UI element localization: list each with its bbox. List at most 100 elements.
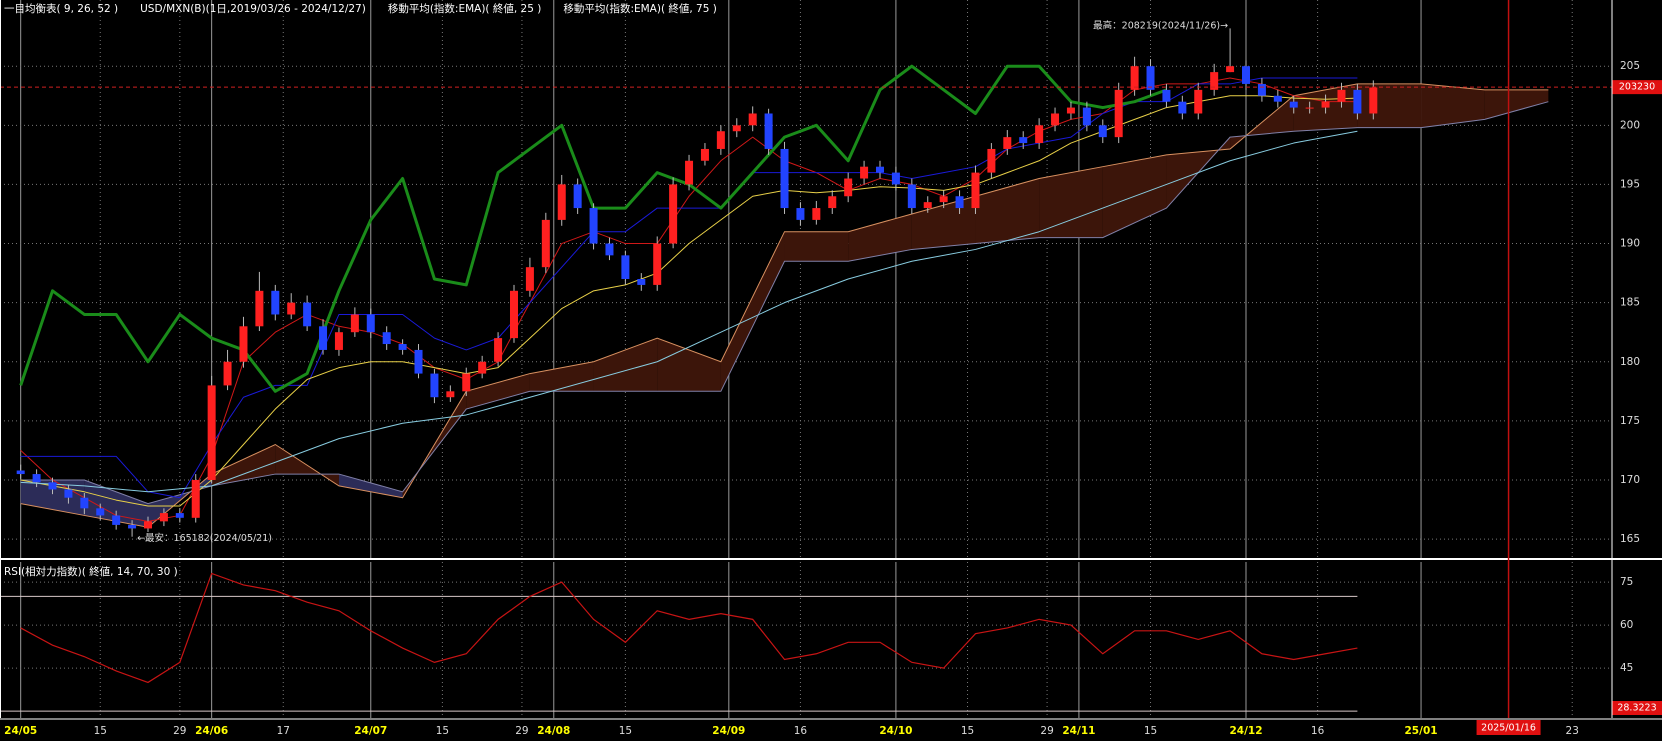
candle-body bbox=[16, 470, 25, 475]
x-tick-label: 15 bbox=[94, 725, 107, 737]
candle-body bbox=[366, 314, 375, 333]
candle-body bbox=[637, 279, 646, 285]
x-tick-label: 15 bbox=[436, 725, 449, 737]
candle-body bbox=[175, 513, 184, 518]
x-tick-label: 23 bbox=[1566, 725, 1579, 737]
candle-body bbox=[319, 326, 328, 350]
y-tick-label: 195 bbox=[1620, 178, 1640, 190]
candle-body bbox=[605, 243, 614, 256]
candle-body bbox=[1321, 101, 1330, 108]
candle-body bbox=[446, 391, 455, 398]
candle-body bbox=[128, 524, 137, 529]
y-tick-label: 75 bbox=[1620, 576, 1633, 588]
candle-body bbox=[1082, 107, 1091, 126]
date-marker-box bbox=[1476, 720, 1541, 735]
x-tick-label: 24/09 bbox=[712, 725, 745, 737]
cloud-segment bbox=[211, 444, 276, 486]
candle-body bbox=[1289, 101, 1298, 108]
candle-body bbox=[48, 482, 57, 490]
x-tick-label: 25/01 bbox=[1405, 725, 1438, 737]
cloud-span-line bbox=[20, 101, 1549, 505]
candle-body bbox=[303, 302, 312, 327]
y-tick-label: 45 bbox=[1620, 662, 1633, 674]
x-tick-label: 16 bbox=[1311, 725, 1325, 737]
candle-body bbox=[557, 184, 566, 220]
x-tick-label: 29 bbox=[173, 725, 186, 737]
cloud-segment bbox=[1039, 166, 1103, 238]
cloud-segment bbox=[338, 474, 403, 498]
candle-body bbox=[287, 302, 296, 315]
y-tick-label: 185 bbox=[1620, 297, 1640, 309]
candle-body bbox=[1146, 66, 1155, 90]
rsi-line bbox=[20, 572, 1358, 684]
candle-body bbox=[844, 178, 853, 197]
x-tick-label: 16 bbox=[794, 725, 808, 737]
high-annotation: 最高：208219(2024/11/26)→ bbox=[1093, 20, 1228, 32]
indicator-title: 移動平均(指数:EMA)( 終値, 75 ) bbox=[563, 2, 717, 15]
candle-body bbox=[143, 521, 152, 529]
y-tick-label: 60 bbox=[1620, 619, 1633, 631]
indicator-title: 移動平均(指数:EMA)( 終値, 25 ) bbox=[388, 2, 542, 15]
candle-body bbox=[159, 513, 168, 522]
candle-body bbox=[509, 290, 518, 339]
cloud-segment bbox=[1484, 89, 1549, 120]
candle-body bbox=[207, 385, 216, 480]
y-tick-label: 175 bbox=[1620, 415, 1640, 427]
candle-body bbox=[987, 148, 996, 173]
candle-body bbox=[1273, 95, 1282, 102]
candle-body bbox=[462, 373, 471, 392]
candle-body bbox=[382, 332, 391, 345]
x-tick-label: 15 bbox=[961, 725, 974, 737]
candle-body bbox=[398, 344, 407, 350]
y-tick-label: 200 bbox=[1620, 119, 1640, 131]
candle-body bbox=[1019, 137, 1028, 144]
low-annotation: ←最安：165182(2024/05/21) bbox=[137, 532, 272, 544]
x-tick-label: 15 bbox=[1144, 725, 1157, 737]
candle-body bbox=[1369, 87, 1378, 114]
x-tick-label: 24/10 bbox=[879, 725, 912, 737]
x-tick-label: 17 bbox=[277, 725, 290, 737]
x-tick-label: 29 bbox=[1040, 725, 1053, 737]
candle-body bbox=[1162, 89, 1171, 102]
candle-body bbox=[430, 373, 439, 398]
candle-body bbox=[1178, 101, 1187, 114]
candle-body bbox=[860, 166, 869, 179]
x-tick-label: 24/07 bbox=[354, 725, 387, 737]
candle-body bbox=[255, 290, 264, 327]
indicator-title: USD/MXN(B)(1日,2019/03/26 - 2024/12/27) bbox=[140, 3, 366, 15]
candle-body bbox=[891, 172, 900, 185]
candle-body bbox=[1257, 83, 1266, 96]
cloud-segment bbox=[720, 231, 785, 392]
candle-body bbox=[589, 208, 598, 244]
indicator-line bbox=[20, 95, 1358, 507]
candle-body bbox=[271, 290, 280, 315]
last-price-box bbox=[1612, 80, 1662, 95]
rsi-title: RSI(相対力指数)( 終値, 14, 70, 30 ) bbox=[4, 565, 178, 578]
candle-body bbox=[1241, 66, 1250, 84]
x-tick-label: 24/05 bbox=[4, 725, 37, 737]
x-tick-label: 24/06 bbox=[195, 725, 228, 737]
cloud-segment bbox=[848, 213, 912, 262]
candle-body bbox=[96, 508, 105, 516]
candle-body bbox=[1226, 66, 1235, 73]
cloud-segment bbox=[1357, 83, 1422, 128]
candle-body bbox=[939, 196, 948, 203]
x-tick-label: 24/11 bbox=[1062, 725, 1095, 737]
candle-body bbox=[64, 489, 73, 498]
candle-body bbox=[764, 113, 773, 149]
candle-body bbox=[732, 125, 741, 132]
candle-body bbox=[1066, 107, 1075, 114]
candle-body bbox=[875, 166, 884, 173]
x-tick-label: 24/12 bbox=[1229, 725, 1262, 737]
cloud-segment bbox=[593, 338, 658, 392]
cloud-segment bbox=[784, 231, 849, 262]
y-tick-label: 170 bbox=[1620, 474, 1640, 486]
candle-body bbox=[955, 196, 964, 209]
candle-body bbox=[478, 361, 487, 374]
candle-body bbox=[1051, 113, 1060, 126]
candle-body bbox=[1353, 89, 1362, 114]
candle-body bbox=[1337, 89, 1346, 102]
candle-body bbox=[748, 113, 757, 126]
